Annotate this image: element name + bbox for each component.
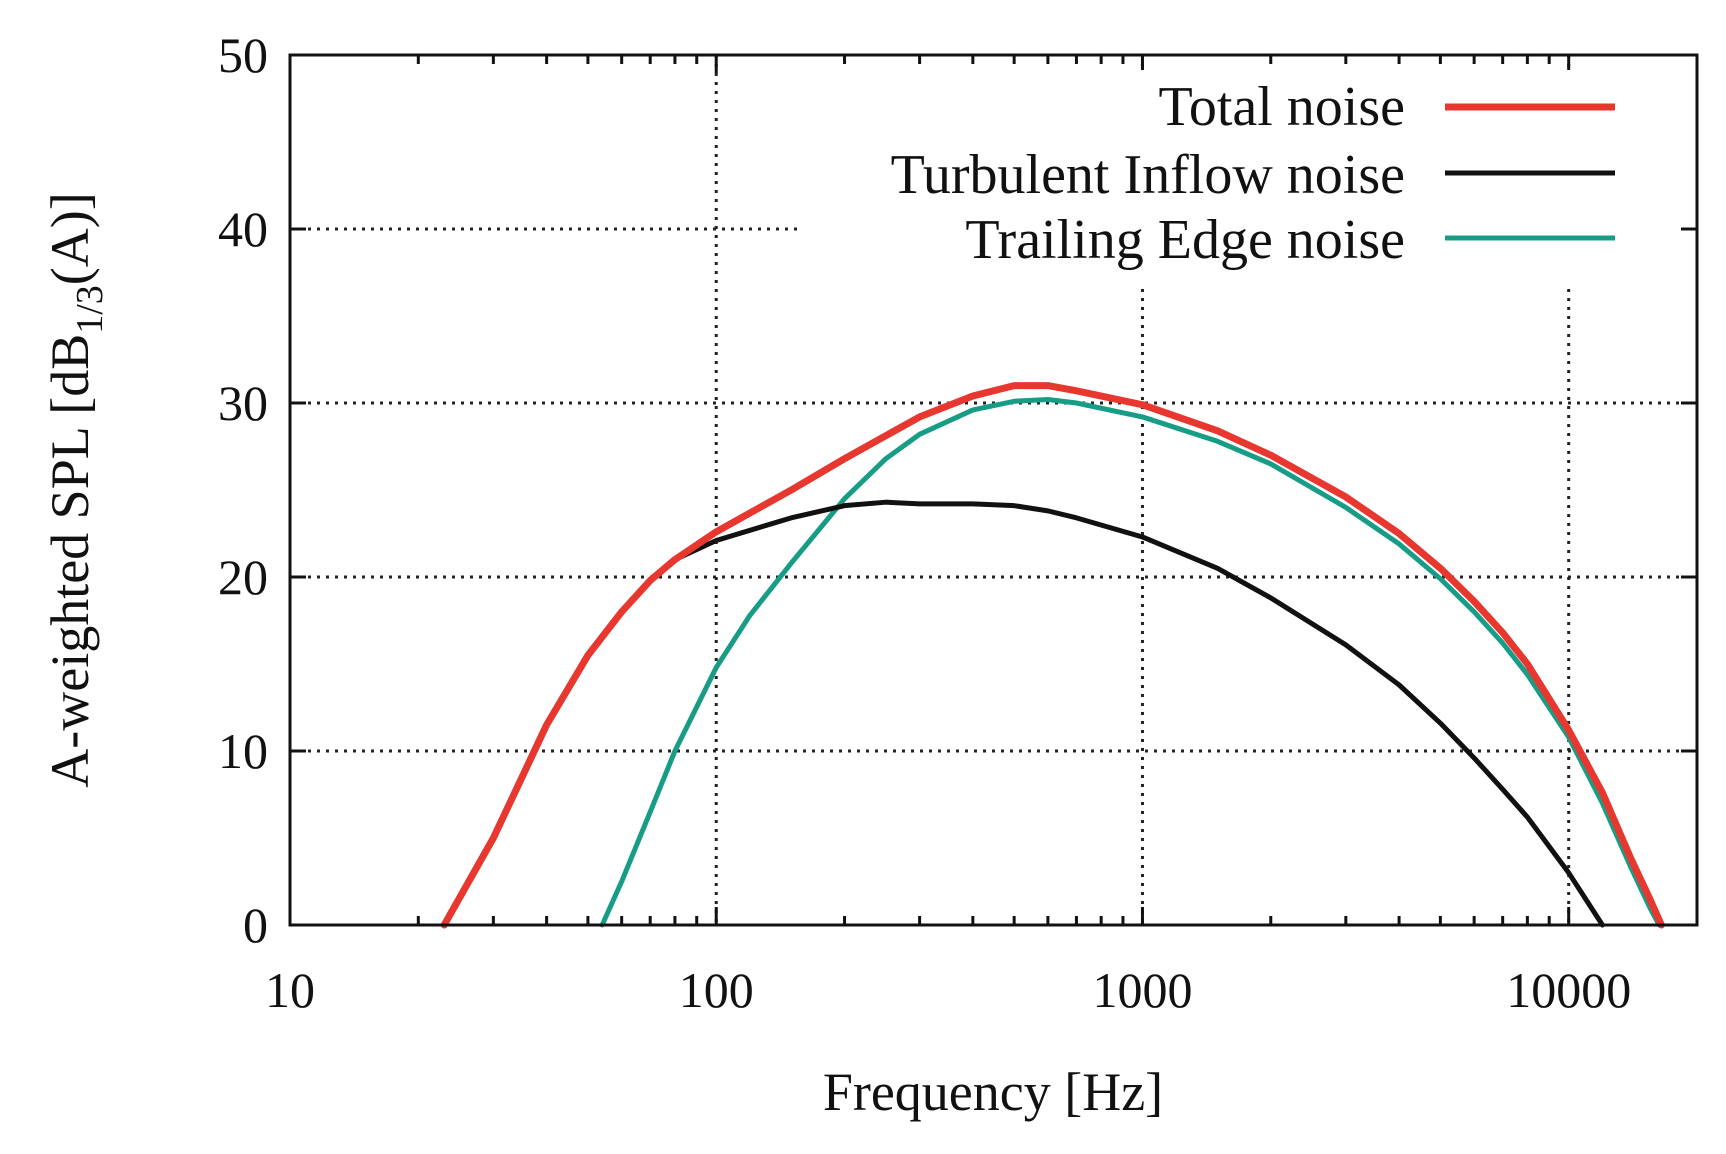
series-line-trailing-edge-noise: [599, 397, 1662, 928]
series-line-total-noise: [440, 382, 1665, 929]
y-axis-title-end: (A)]: [40, 192, 100, 285]
series-group: [440, 382, 1665, 929]
legend-label-total-noise: Total noise: [1159, 76, 1405, 138]
y-tick-label: 40: [218, 201, 268, 257]
x-tick-label: 1000: [1092, 962, 1192, 1018]
y-tick-label: 0: [243, 897, 268, 953]
x-tick-label: 100: [679, 962, 754, 1018]
y-tick-label: 50: [218, 27, 268, 83]
y-axis-title-subscript: 1/3: [69, 285, 111, 334]
y-axis-title-main: A-weighted SPL [dB: [40, 334, 100, 788]
y-tick-label: 30: [218, 375, 268, 431]
legend-label-turbulent-inflow-noise: Turbulent Inflow noise: [891, 144, 1405, 206]
legend-label-trailing-edge-noise: Trailing Edge noise: [965, 209, 1405, 271]
y-tick-label: 10: [218, 723, 268, 779]
y-tick-label: 20: [218, 549, 268, 605]
x-tick-label: 10: [265, 962, 315, 1018]
ticks: 0 10 20 30 40 50 10 100 1000 10000: [218, 27, 1697, 1018]
y-axis-title: A-weighted SPL [dB1/3(A)]: [40, 192, 111, 787]
x-tick-label: 10000: [1506, 962, 1631, 1018]
legend: Total noise Turbulent Inflow noise Trail…: [800, 70, 1680, 285]
x-axis-title: Frequency [Hz]: [823, 1062, 1163, 1122]
plot-frame: [288, 53, 1699, 927]
